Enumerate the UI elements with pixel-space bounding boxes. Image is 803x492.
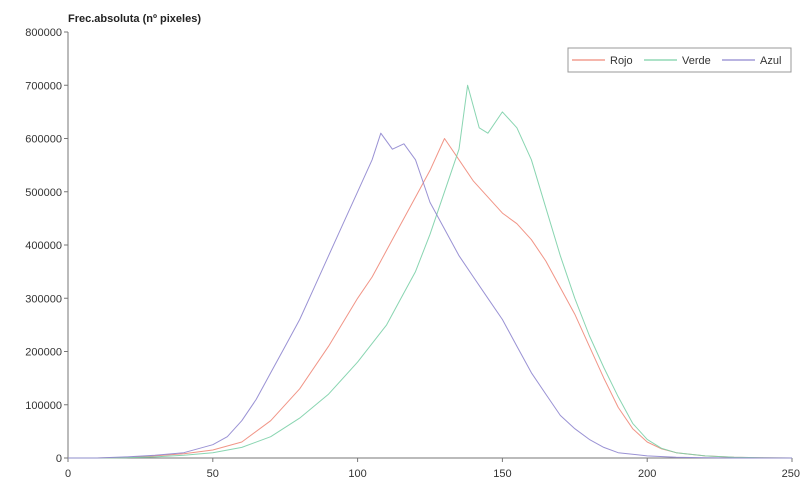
y-tick-label: 100000	[25, 400, 62, 412]
legend-label-verde: Verde	[682, 55, 711, 67]
y-tick-label: 700000	[25, 80, 62, 92]
x-tick-label: 50	[207, 468, 219, 480]
series-line-verde	[68, 84, 793, 459]
y-tick-label: 300000	[25, 293, 62, 305]
legend-label-azul: Azul	[760, 55, 781, 67]
legend-label-rojo: Rojo	[610, 55, 633, 67]
x-tick-label: 150	[493, 468, 511, 480]
series-line-rojo	[68, 138, 793, 459]
y-tick-label: 600000	[25, 134, 62, 146]
y-tick-label: 800000	[25, 27, 62, 39]
y-tick-label: 0	[56, 453, 62, 465]
series-line-azul	[68, 132, 792, 459]
y-tick-label: 500000	[25, 187, 62, 199]
x-tick-label: 100	[348, 468, 366, 480]
series-layer	[68, 84, 793, 459]
axes: 0 100000 200000 300000 400000 500000 600000 700…	[25, 27, 800, 480]
x-tick-label: 200	[638, 468, 656, 480]
x-tick-label: 0	[65, 468, 71, 480]
y-tick-label: 200000	[25, 347, 62, 359]
legend: Rojo Verde Azul	[567, 47, 792, 73]
y-axis-title: Frec.absoluta (nº pixeles)	[68, 13, 201, 25]
y-tick-label: 400000	[25, 240, 62, 252]
x-tick-label: 250	[782, 468, 800, 480]
